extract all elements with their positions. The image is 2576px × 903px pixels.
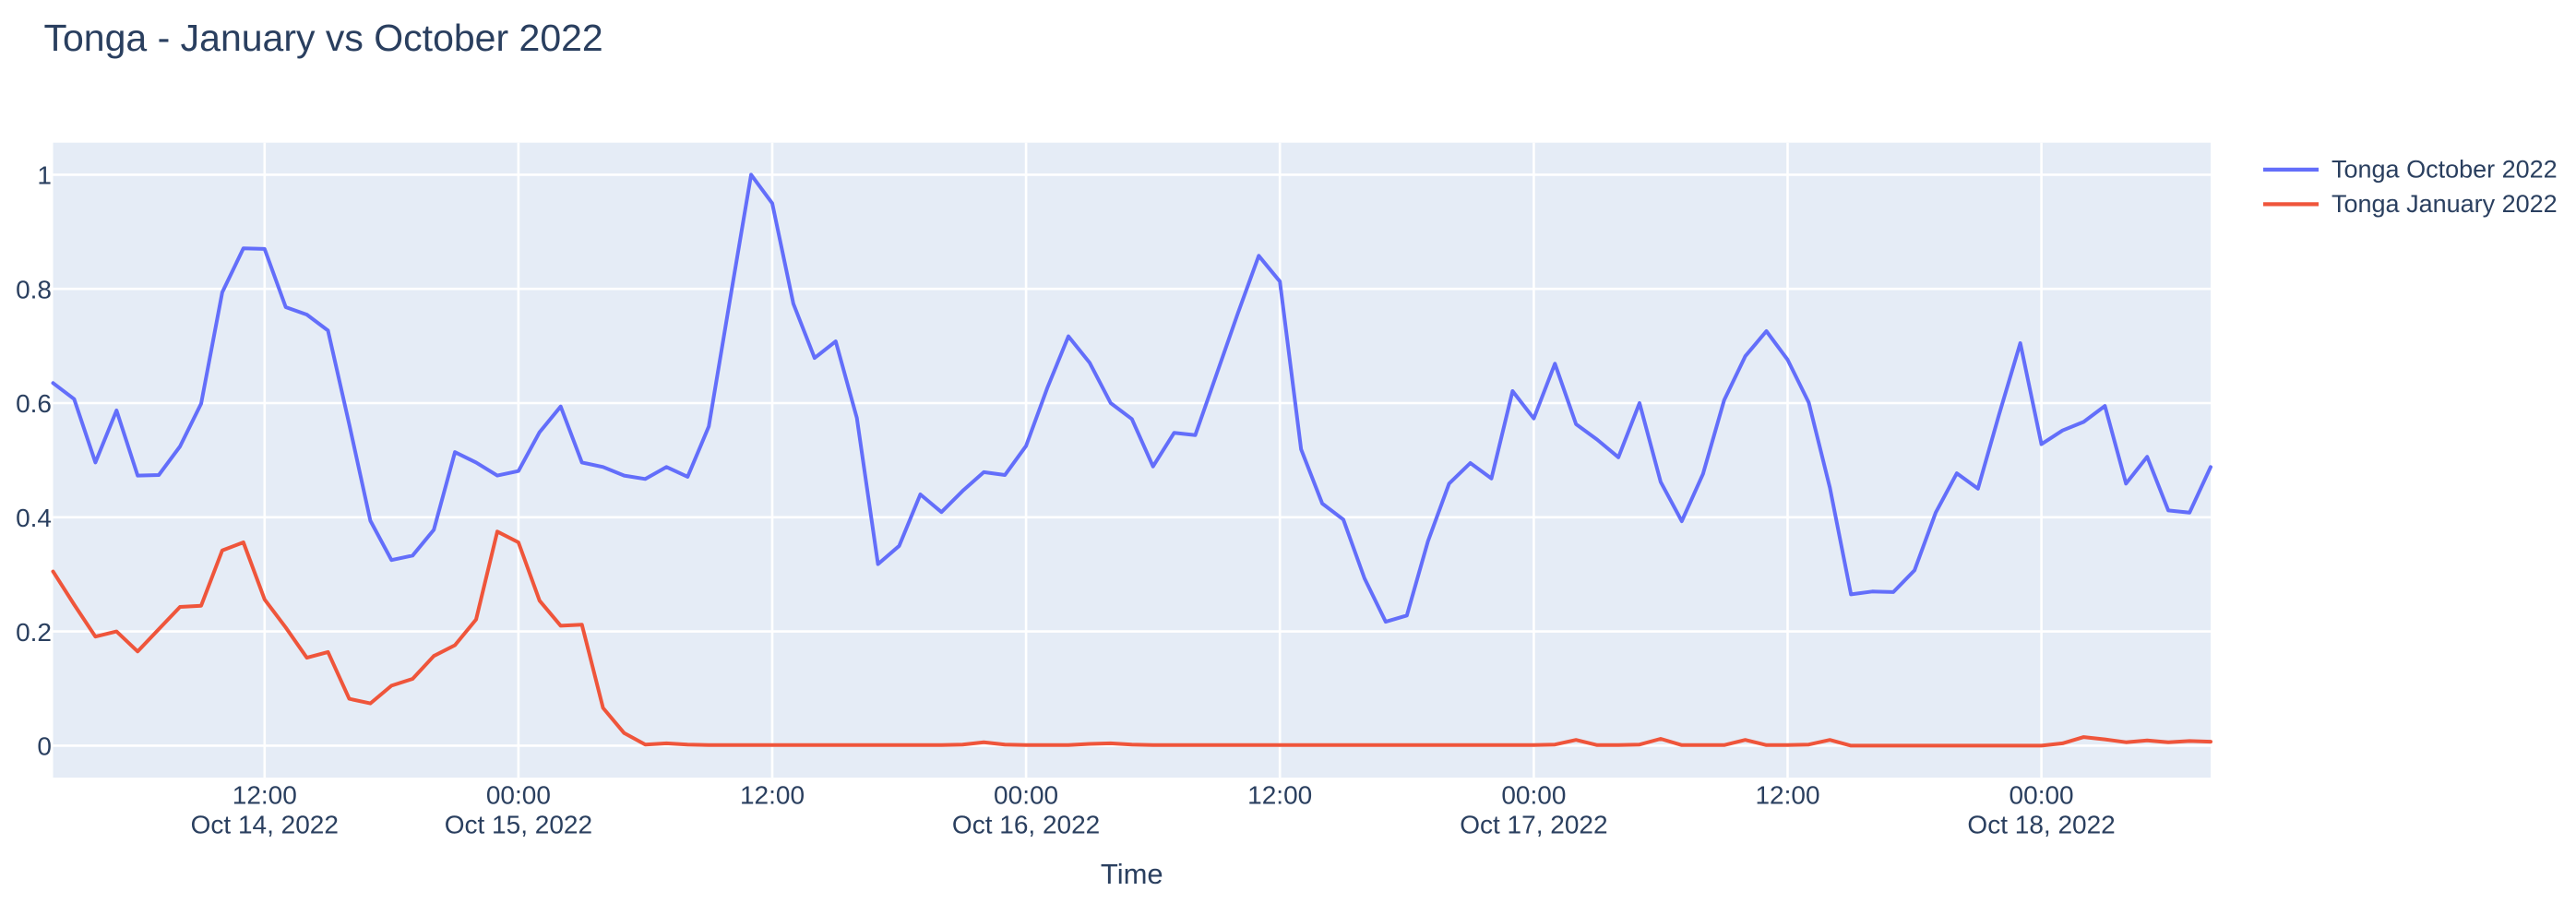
svg-text:Oct 14, 2022: Oct 14, 2022 (191, 811, 339, 839)
svg-text:Oct 16, 2022: Oct 16, 2022 (952, 811, 1100, 839)
svg-text:Tonga October 2022: Tonga October 2022 (2332, 156, 2558, 184)
svg-text:Tonga January 2022: Tonga January 2022 (2332, 190, 2558, 218)
svg-text:00:00: 00:00 (994, 781, 1058, 810)
svg-text:Oct 18, 2022: Oct 18, 2022 (1967, 811, 2115, 839)
svg-text:0: 0 (37, 732, 52, 761)
svg-text:00:00: 00:00 (2010, 781, 2074, 810)
svg-text:0.8: 0.8 (16, 275, 52, 303)
svg-text:12:00: 12:00 (1247, 781, 1312, 810)
svg-text:1: 1 (37, 161, 52, 190)
svg-text:0.4: 0.4 (16, 504, 52, 532)
svg-text:Oct 17, 2022: Oct 17, 2022 (1460, 811, 1607, 839)
svg-text:12:00: 12:00 (740, 781, 805, 810)
svg-text:Time: Time (1101, 858, 1163, 890)
svg-text:12:00: 12:00 (1755, 781, 1819, 810)
svg-text:00:00: 00:00 (1501, 781, 1566, 810)
svg-text:12:00: 12:00 (233, 781, 297, 810)
svg-text:00:00: 00:00 (486, 781, 551, 810)
svg-text:Oct 15, 2022: Oct 15, 2022 (445, 811, 592, 839)
svg-text:0.2: 0.2 (16, 618, 52, 647)
svg-text:0.6: 0.6 (16, 389, 52, 418)
svg-text:Tonga - January vs October 202: Tonga - January vs October 2022 (44, 17, 603, 59)
